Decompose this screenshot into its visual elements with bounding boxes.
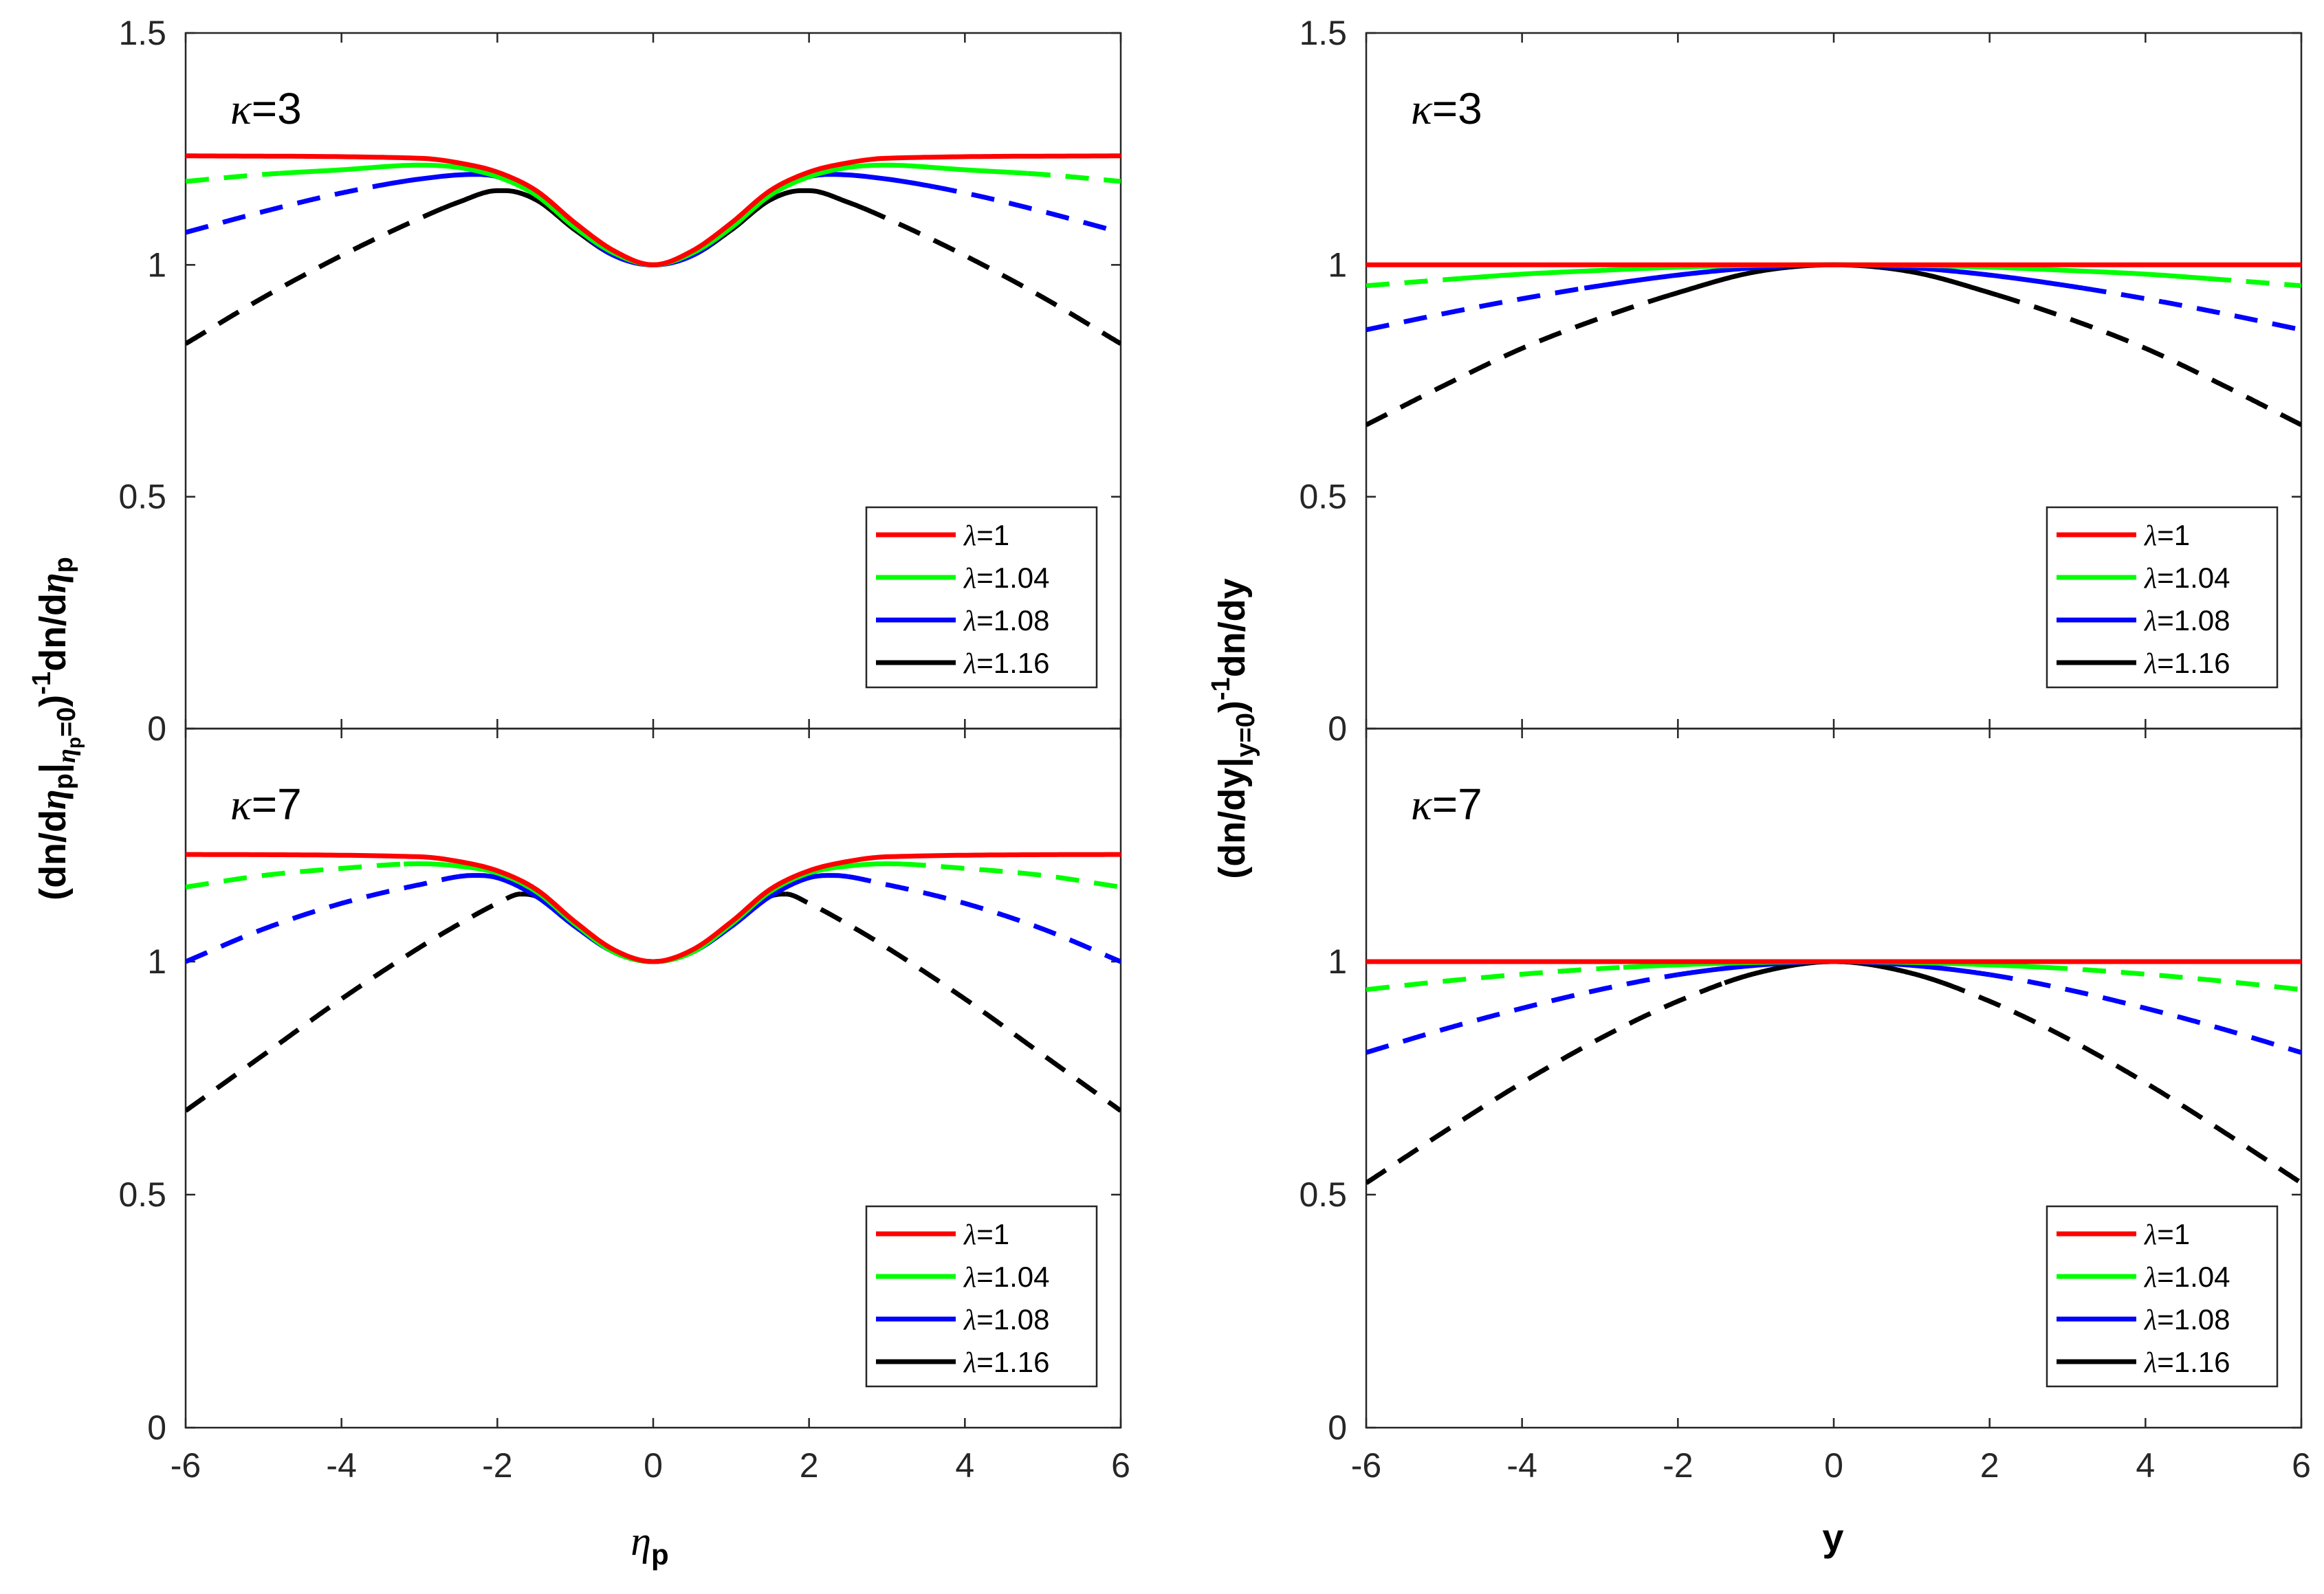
legend: λ=1 λ=1.04 λ=1.08 λ=1.16 — [2046, 1205, 2279, 1388]
curves — [1366, 262, 2301, 428]
x-tick-label: 0 — [644, 1446, 663, 1485]
kappa-annotation: κ=7 — [230, 779, 302, 829]
left-xlabel: ηp — [631, 1518, 668, 1571]
series-line-dashed — [186, 892, 521, 1113]
legend-label: λ=1.04 — [963, 562, 1049, 595]
y-tick-label: 1 — [1328, 942, 1347, 981]
y-tick-label: 0 — [1328, 1408, 1347, 1447]
legend-label: λ=1 — [2143, 1218, 2190, 1251]
series-line-dashed — [933, 184, 1121, 235]
legend: λ=1 λ=1.04 λ=1.08 λ=1.16 — [2046, 506, 2279, 689]
left-ylabel: (dn/dηp|ηp=0)-1dn/dηp — [28, 557, 85, 900]
y-tick-label: 0 — [147, 1408, 166, 1447]
y-tick-label: 1 — [147, 245, 166, 284]
legend: λ=1 λ=1.04 λ=1.08 λ=1.16 — [865, 506, 1098, 689]
x-tick-label: -6 — [1351, 1446, 1381, 1485]
series-line-dashed — [1366, 292, 1671, 428]
right-ylabel: (dn/dy|y=0)-1dn/dy — [1207, 578, 1260, 878]
x-tick-label: -4 — [1506, 1446, 1537, 1485]
y-tick-label: 0.5 — [1299, 1175, 1347, 1214]
series-line-dashed — [2207, 276, 2301, 289]
legend-label: λ=1.04 — [963, 1261, 1049, 1294]
series-line-dashed — [1027, 170, 1121, 184]
legend-label: λ=1.08 — [963, 604, 1049, 637]
legend-label: λ=1.16 — [963, 1346, 1049, 1379]
legend-label: λ=1.16 — [2143, 647, 2230, 680]
series-line-dashed — [186, 206, 444, 346]
legend-box — [865, 506, 1098, 689]
kappa-annotation: κ=7 — [1411, 779, 1482, 829]
legend-label: λ=1.04 — [2143, 562, 2230, 595]
legend-label: λ=1 — [963, 519, 1009, 552]
y-tick-label: 0.5 — [118, 1175, 166, 1214]
series-line — [186, 153, 1121, 267]
series-line-dashed — [1366, 980, 1726, 1185]
series-line-dashed — [1996, 292, 2301, 428]
curves — [1366, 959, 2301, 1185]
legend-label: λ=1 — [2143, 519, 2190, 552]
x-tick-label: -2 — [1663, 1446, 1693, 1485]
x-tick-label: -2 — [482, 1446, 512, 1485]
y-tick-label: 1.5 — [1299, 14, 1347, 52]
x-tick-label: 0 — [1824, 1446, 1843, 1485]
y-tick-label: 1 — [1328, 245, 1347, 284]
legend-box — [2046, 1205, 2279, 1388]
series-line — [186, 852, 1121, 964]
x-tick-label: -6 — [171, 1446, 201, 1485]
x-tick-label: 2 — [1980, 1446, 1999, 1485]
legend-label: λ=1.08 — [963, 1303, 1049, 1336]
series-line-dashed — [1366, 964, 1624, 993]
curves — [186, 852, 1121, 1113]
series-line-dashed — [785, 892, 1121, 1113]
curves — [186, 153, 1121, 346]
x-tick-label: 6 — [2292, 1446, 2311, 1485]
series-line-dashed — [847, 874, 1121, 964]
series-line-dashed — [1366, 972, 1678, 1055]
legend-label: λ=1.04 — [2143, 1261, 2230, 1294]
legend-label: λ=1.16 — [963, 647, 1049, 680]
y-tick-label: 1.5 — [118, 14, 166, 52]
x-tick-label: 6 — [1111, 1446, 1130, 1485]
series-line-dashed — [186, 170, 280, 184]
x-tick-label: -4 — [326, 1446, 356, 1485]
y-tick-label: 0.5 — [118, 478, 166, 516]
series-line-dashed — [2043, 964, 2301, 993]
chart-bottom-left: 0 0.5 1 -6 -4 -2 0 2 4 6 κ=7 λ=1 λ=1.04 λ=1.08 λ=1.16 — [118, 727, 1130, 1485]
kappa-annotation: κ=3 — [1411, 84, 1482, 133]
chart-top-right: 0 0.5 1 1.5 κ=3 λ=1 λ=1.04 λ=1.08 λ=1.16 — [1299, 14, 2303, 748]
legend: λ=1 λ=1.04 λ=1.08 λ=1.16 — [865, 1205, 1098, 1388]
x-tick-label: 2 — [800, 1446, 819, 1485]
series-line-dashed — [1942, 980, 2301, 1185]
y-tick-label: 1 — [147, 942, 166, 981]
legend-label: λ=1.08 — [2143, 604, 2230, 637]
legend-box — [2046, 506, 2279, 689]
legend-box — [865, 1205, 1098, 1388]
x-tick-label: 4 — [955, 1446, 974, 1485]
legend-label: λ=1.16 — [2143, 1346, 2230, 1379]
x-tick-label: 4 — [2136, 1446, 2155, 1485]
right-xlabel: y — [1822, 1516, 1843, 1559]
chart-bottom-right: 0 0.5 1 -6 -4 -2 0 2 4 6 κ=7 λ=1 λ=1.04 λ=1.08 λ=1.16 — [1299, 727, 2311, 1485]
chart-top-left: 0 0.5 1 1.5 κ=3 λ=1 λ=1.04 λ=1.08 λ=1.16 — [118, 14, 1122, 748]
y-tick-label: 0 — [147, 709, 166, 748]
y-tick-label: 0.5 — [1299, 478, 1347, 516]
series-line-dashed — [186, 874, 459, 964]
series-line-dashed — [1366, 276, 1460, 289]
legend-label: λ=1.08 — [2143, 1303, 2230, 1336]
series-line-dashed — [1989, 972, 2301, 1055]
y-tick-label: 0 — [1328, 709, 1347, 748]
kappa-annotation: κ=3 — [230, 84, 302, 133]
series-line-dashed — [186, 184, 373, 235]
series-line-dashed — [862, 206, 1121, 346]
legend-label: λ=1 — [963, 1218, 1009, 1251]
